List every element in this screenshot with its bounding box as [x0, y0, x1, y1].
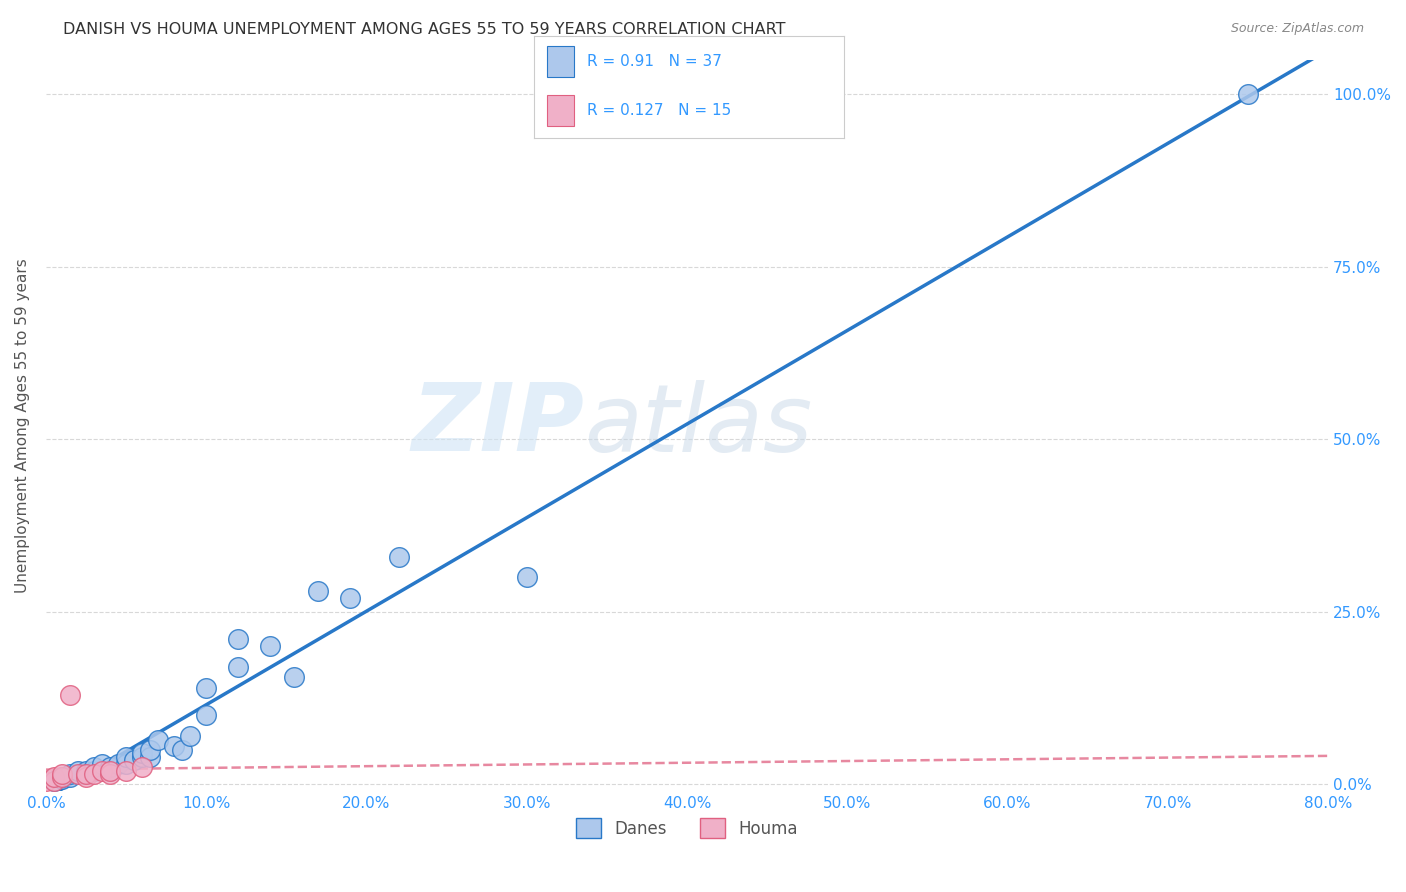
Point: [66, 767, 89, 781]
Point: [226, 660, 249, 674]
Point: [83, 764, 105, 778]
Point: [115, 764, 138, 778]
Point: [66, 767, 89, 781]
Point: [139, 749, 162, 764]
Point: [307, 584, 329, 599]
Point: [59, 771, 82, 785]
Point: [195, 708, 218, 723]
Point: [172, 743, 194, 757]
Point: [35, 773, 58, 788]
Point: [91, 764, 114, 778]
Point: [131, 749, 153, 764]
Point: [115, 756, 138, 771]
Point: [339, 591, 361, 605]
Point: [75, 767, 97, 781]
Point: [42, 773, 65, 788]
Text: R = 0.127   N = 15: R = 0.127 N = 15: [586, 103, 731, 118]
FancyBboxPatch shape: [547, 95, 575, 126]
Point: [42, 773, 65, 788]
Point: [83, 760, 105, 774]
Point: [387, 549, 409, 564]
Point: [75, 764, 97, 778]
Point: [51, 771, 73, 785]
Y-axis label: Unemployment Among Ages 55 to 59 years: Unemployment Among Ages 55 to 59 years: [15, 258, 30, 593]
Legend: Danes, Houma: Danes, Houma: [569, 812, 804, 845]
Text: DANISH VS HOUMA UNEMPLOYMENT AMONG AGES 55 TO 59 YEARS CORRELATION CHART: DANISH VS HOUMA UNEMPLOYMENT AMONG AGES …: [63, 22, 786, 37]
Point: [195, 681, 218, 695]
Point: [122, 753, 145, 767]
Point: [66, 764, 89, 778]
Point: [98, 764, 121, 778]
Text: Source: ZipAtlas.com: Source: ZipAtlas.com: [1230, 22, 1364, 36]
Text: atlas: atlas: [585, 380, 813, 471]
Text: R = 0.91   N = 37: R = 0.91 N = 37: [586, 54, 721, 69]
Point: [131, 747, 153, 761]
Point: [75, 767, 97, 781]
Point: [1237, 87, 1260, 102]
Point: [516, 570, 538, 584]
Point: [75, 771, 97, 785]
Text: ZIP: ZIP: [412, 379, 585, 472]
Point: [42, 771, 65, 785]
Point: [259, 640, 281, 654]
Point: [98, 760, 121, 774]
Point: [91, 756, 114, 771]
Point: [131, 760, 153, 774]
Point: [98, 767, 121, 781]
Point: [83, 767, 105, 781]
Point: [146, 732, 169, 747]
Point: [59, 767, 82, 781]
Point: [51, 772, 73, 786]
Point: [59, 688, 82, 702]
Point: [107, 756, 129, 771]
Point: [163, 739, 186, 754]
Point: [179, 729, 201, 743]
Point: [51, 767, 73, 781]
Point: [139, 743, 162, 757]
Point: [226, 632, 249, 647]
FancyBboxPatch shape: [547, 46, 575, 77]
Point: [98, 764, 121, 778]
Point: [115, 749, 138, 764]
Point: [51, 771, 73, 785]
Point: [283, 670, 305, 684]
